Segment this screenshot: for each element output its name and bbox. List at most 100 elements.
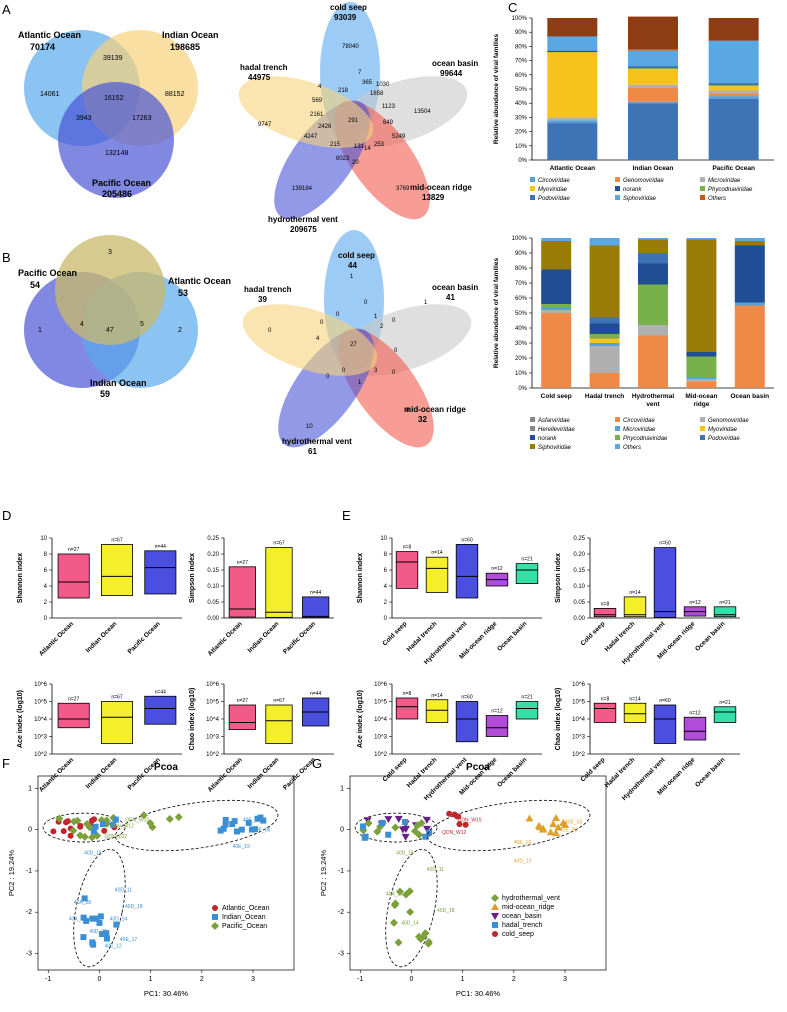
x-tick-label: Indian Ocean bbox=[85, 620, 119, 654]
legend-swatch bbox=[530, 444, 535, 449]
y-axis-label: Shannon index bbox=[17, 553, 24, 603]
bar-segment bbox=[590, 238, 620, 246]
y-tick-label: 6 bbox=[384, 568, 388, 574]
box bbox=[229, 705, 255, 730]
legend-label: Indian_Ocean bbox=[222, 914, 266, 921]
scatter-point bbox=[223, 817, 229, 823]
sample-label: 40D_18 bbox=[125, 904, 143, 910]
legend-label: Atlantic_Ocean bbox=[222, 905, 270, 912]
box-n-label: n=14 bbox=[431, 693, 442, 699]
x-tick-label: Atlantic Ocean bbox=[38, 620, 75, 657]
y-tick-label: 10^5 bbox=[374, 700, 387, 706]
sample-label: QDN_W15 bbox=[458, 817, 482, 823]
scatter-point bbox=[77, 824, 83, 830]
bar-segment bbox=[709, 86, 759, 90]
bar-segment bbox=[628, 103, 678, 160]
legend-label: Others bbox=[623, 445, 641, 451]
y-tick-label: 50% bbox=[515, 311, 528, 317]
venn-a-ocean-total-indian: 198685 bbox=[170, 42, 200, 52]
scatter-point bbox=[89, 916, 95, 922]
scatter-point bbox=[492, 922, 498, 928]
venn-region-value: 1 bbox=[38, 327, 42, 334]
venn-a-habitat: cold seep 93039 ocean basin 99644 mid-oc… bbox=[230, 2, 478, 234]
scatter-point bbox=[552, 814, 560, 821]
panel-label-d: D bbox=[2, 508, 11, 523]
y-tick-label: 0.20 bbox=[207, 552, 219, 558]
figure-canvas: A B C D E F G Atlantic Ocean 70174 India… bbox=[0, 0, 787, 1012]
bar-segment bbox=[590, 334, 620, 339]
scatter-point bbox=[91, 828, 97, 834]
scatter-point bbox=[89, 939, 95, 945]
y-tick-label: 0.10 bbox=[207, 584, 219, 590]
y-tick-label: 10^4 bbox=[34, 717, 47, 723]
y-tick-label: 90% bbox=[515, 251, 528, 257]
venn-region-value: 3943 bbox=[76, 115, 92, 122]
scatter-point bbox=[100, 821, 106, 827]
scatter-point bbox=[426, 830, 432, 836]
bar-segment bbox=[686, 378, 716, 380]
venn-b-habitat-name-ocean-basin: ocean basin bbox=[432, 283, 478, 292]
venn-a-habitat-name-hydrothermal-vent: hydrothermal vent bbox=[268, 215, 338, 224]
cluster-ellipse bbox=[112, 792, 281, 860]
box-n-label: n=12 bbox=[491, 709, 502, 715]
bar-segment bbox=[547, 120, 597, 123]
bar-segment bbox=[638, 238, 668, 240]
x-tick-label: 0 bbox=[409, 976, 413, 983]
venn-region-value: 569 bbox=[312, 98, 323, 104]
x-tick-label: Hadal trench bbox=[585, 393, 624, 400]
x-tick-label: -1 bbox=[45, 976, 51, 983]
bar-segment bbox=[628, 102, 678, 103]
box-n-label: n=8 bbox=[403, 545, 412, 551]
box bbox=[58, 703, 89, 728]
x-tick-label: Indian Ocean bbox=[633, 165, 674, 172]
venn-region-value: 4 bbox=[80, 321, 84, 328]
y-tick-label: 10^3 bbox=[34, 735, 47, 741]
y-axis-label: PC2 : 19.24% bbox=[7, 850, 16, 897]
box-n-label: n=27 bbox=[68, 696, 79, 702]
y-tick-label: 10^5 bbox=[572, 700, 585, 706]
scatter-point bbox=[402, 819, 408, 825]
legend-label: ocean_basin bbox=[502, 913, 542, 920]
scatter-point bbox=[113, 817, 119, 823]
y-tick-label: 10% bbox=[515, 371, 528, 377]
box-chart-d-ace: 10^210^310^410^510^6Ace index (log10) n=2… bbox=[17, 682, 182, 794]
y-tick-label: 20% bbox=[515, 356, 528, 362]
sample-label: 40A_28 bbox=[74, 900, 91, 906]
box-n-label: n=67 bbox=[111, 537, 122, 543]
legend-label: Circoviridae bbox=[538, 178, 570, 184]
x-tick-label: Indian Ocean bbox=[85, 756, 119, 790]
venn-a-habitat-name-cold-seep: cold seep bbox=[330, 3, 367, 12]
bar-segment bbox=[709, 18, 759, 41]
bar-segment bbox=[547, 36, 597, 50]
venn-b-habitat-name-cold-seep: cold seep bbox=[338, 251, 375, 260]
x-tick-label: 1 bbox=[149, 976, 153, 983]
scatter-point bbox=[446, 811, 452, 817]
bar-segment bbox=[686, 379, 716, 382]
box-chart-e-ace: 10^210^310^410^510^6Ace index (log10) n=8… bbox=[357, 682, 542, 802]
legend-label: norank bbox=[538, 436, 557, 442]
sample-label: 40D_14 bbox=[401, 921, 419, 927]
box-n-label: n=60 bbox=[461, 695, 472, 701]
venn-region-value: 78040 bbox=[342, 44, 359, 50]
box-n-label: n=27 bbox=[237, 560, 248, 566]
y-tick-label: 40% bbox=[515, 326, 528, 332]
bar-segment bbox=[541, 270, 571, 305]
box bbox=[624, 597, 646, 617]
bar-segment bbox=[590, 346, 620, 373]
x-tick-label: Ocean basin bbox=[694, 756, 726, 788]
legend-label: Others bbox=[708, 196, 726, 202]
legend-swatch bbox=[530, 177, 535, 182]
box bbox=[486, 716, 508, 737]
bar-segment bbox=[735, 246, 765, 303]
venn-region-value: 1123 bbox=[382, 104, 396, 110]
legend-swatch bbox=[530, 435, 535, 440]
bar-segment bbox=[686, 357, 716, 378]
venn-b-habitat-name-hydrothermal-vent: hydrothermal vent bbox=[282, 437, 352, 446]
bar-segment bbox=[686, 382, 716, 388]
bar-segment bbox=[547, 51, 597, 52]
venn-region-value: 16152 bbox=[104, 95, 124, 102]
scatter-point bbox=[212, 914, 218, 920]
venn-region-value: 649 bbox=[383, 120, 394, 126]
venn-region-value: 39139 bbox=[103, 55, 123, 62]
box-n-label: n=21 bbox=[719, 600, 730, 606]
